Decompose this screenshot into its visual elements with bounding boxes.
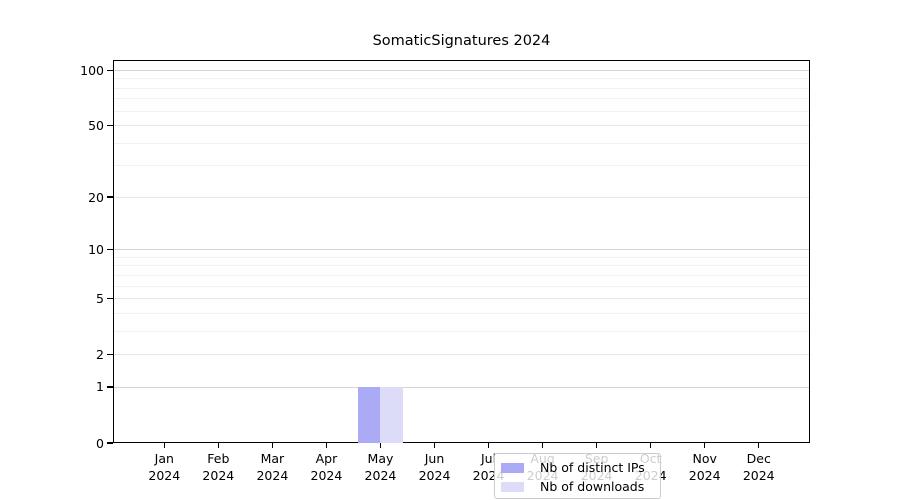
legend: Nb of distinct IPs Nb of downloads [494,453,661,499]
y-tick-label: 1 [96,379,104,395]
gridline [114,78,809,80]
legend-swatch-downloads-icon [501,481,524,492]
gridline [114,298,809,300]
gridline [114,196,809,198]
x-tick-label: Dec 2024 [742,451,775,483]
legend-swatch-distinct-ips-icon [501,462,524,473]
gridline [114,330,809,332]
legend-label-distinct-ips: Nb of distinct IPs [540,460,645,475]
y-tick-label: 2 [96,346,104,362]
x-tick [217,443,219,448]
legend-item-distinct-ips: Nb of distinct IPs [501,458,654,477]
gridline [114,87,809,89]
gridline [114,142,809,144]
gridline [114,110,809,112]
gridline [114,285,809,287]
y-tick [107,353,113,355]
x-tick-label: Apr 2024 [310,451,343,483]
bar-downloads [380,386,403,443]
x-tick [325,443,327,448]
x-tick [433,443,436,448]
y-tick [107,196,113,198]
bar-distinct-ips [357,386,381,443]
x-tick [758,443,760,448]
y-tick [107,248,113,250]
y-tick [107,69,113,71]
y-tick [107,442,113,444]
plot-area: Nb of distinct IPs Nb of downloads [113,60,810,499]
x-tick [704,443,706,448]
gridline [114,256,809,258]
gridline [114,354,809,356]
gridline [114,125,809,127]
y-tick [107,124,113,126]
x-tick-label: Jan 2024 [148,451,181,483]
x-tick [650,443,652,448]
x-tick-label: Nov 2024 [688,451,721,483]
x-tick [163,443,165,448]
y-tick-label: 100 [80,62,104,78]
legend-label-downloads: Nb of downloads [540,479,645,494]
gridline [114,274,809,276]
gridline [114,98,809,100]
chart-title: SomaticSignatures 2024 [372,33,551,49]
y-tick-label: 5 [96,290,104,306]
y-tick-label: 10 [88,241,104,257]
y-tick [107,386,113,388]
x-tick [271,443,273,448]
gridline [114,386,809,388]
legend-item-downloads: Nb of downloads [501,477,654,496]
x-tick-label: Feb 2024 [202,451,235,483]
x-tick-label: Jun 2024 [418,451,451,483]
y-tick-label: 20 [88,189,104,205]
gridline [114,312,809,314]
y-tick-label: 50 [88,117,104,133]
x-tick [541,443,544,448]
y-tick [107,297,113,299]
x-tick-label: May 2024 [364,451,397,483]
gridline [114,265,809,267]
y-tick-label: 0 [96,435,104,451]
x-tick [596,443,598,448]
gridline [114,165,809,167]
gridline [114,249,809,251]
x-tick [487,443,490,448]
x-tick [379,443,382,448]
gridline [114,69,809,71]
x-tick-label: Mar 2024 [256,451,289,483]
